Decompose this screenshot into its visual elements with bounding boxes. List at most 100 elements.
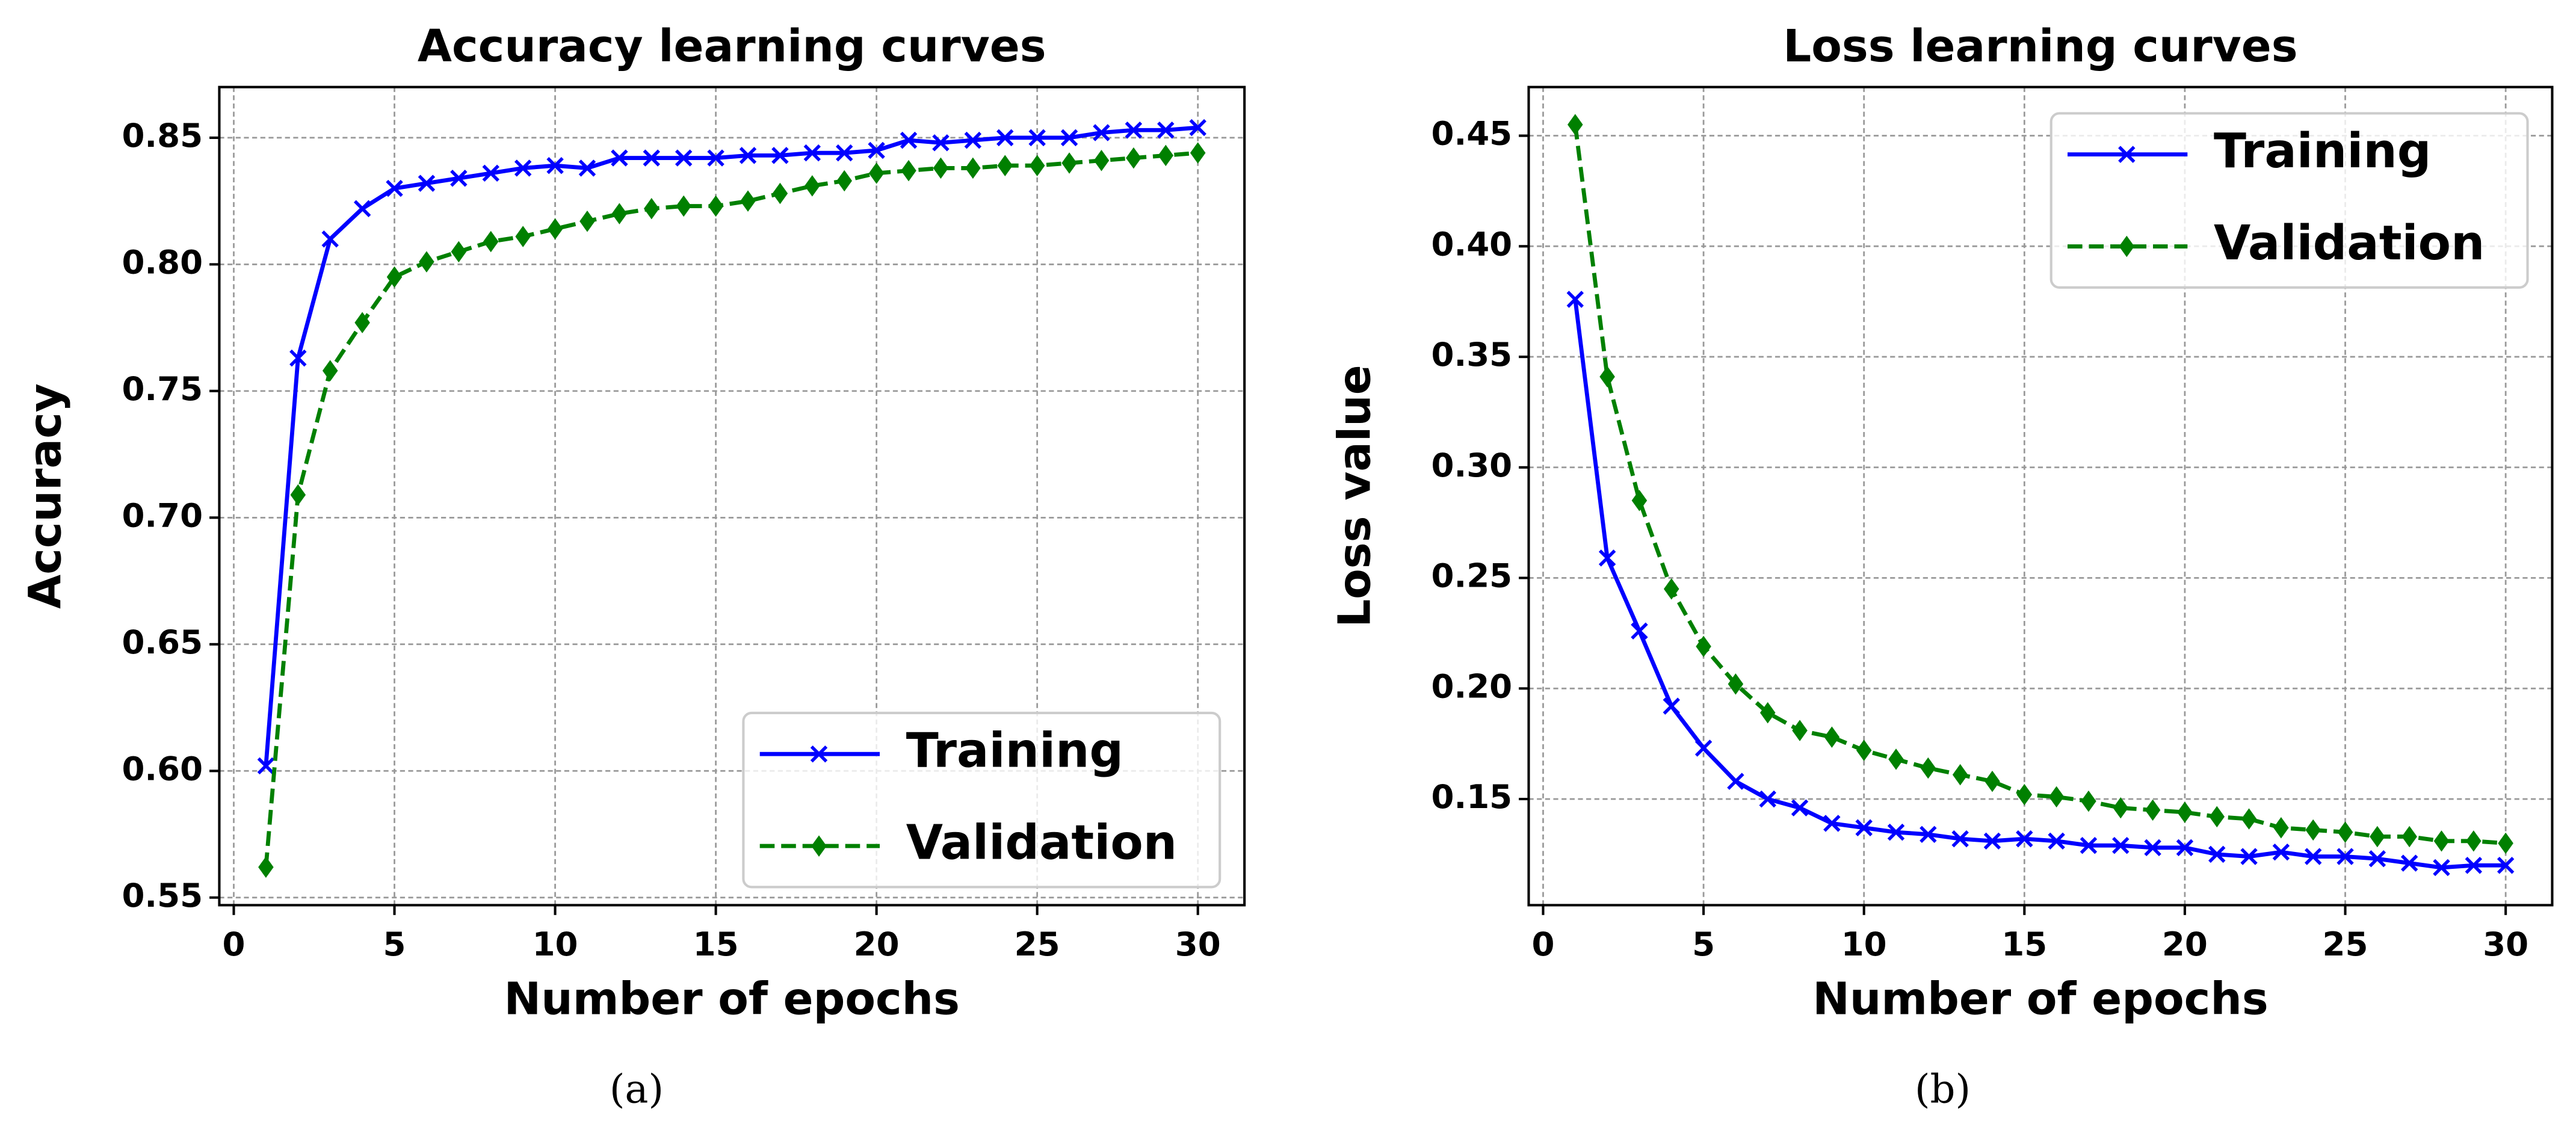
- marker: [258, 856, 274, 878]
- marker: [771, 147, 789, 164]
- y-tick-label: 0.55: [122, 876, 203, 915]
- x-tick-label: 30: [1175, 925, 1221, 963]
- marker: [1598, 549, 1616, 567]
- x-tick-label: 20: [854, 925, 900, 963]
- marker: [676, 195, 691, 217]
- marker-stroke: [2337, 848, 2354, 865]
- marker-stroke: [482, 164, 499, 182]
- marker: [2466, 830, 2482, 852]
- marker-stroke: [771, 147, 789, 164]
- marker-stroke: [2465, 857, 2483, 874]
- marker: [803, 144, 821, 162]
- marker: [2273, 817, 2289, 839]
- marker-stroke: [803, 144, 821, 162]
- marker: [997, 155, 1013, 176]
- marker-stroke: [1663, 697, 1680, 715]
- marker: [515, 226, 531, 247]
- marker-stroke: [1093, 124, 1110, 141]
- x-axis-label: Number of epochs: [1812, 974, 2268, 1025]
- marker-stroke: [2118, 146, 2136, 163]
- marker: [386, 179, 403, 197]
- x-tick-label: 10: [533, 925, 578, 963]
- legend-label: Training: [906, 723, 1123, 779]
- marker: [2241, 808, 2257, 830]
- marker-stroke: [578, 159, 596, 177]
- marker-stroke: [1759, 790, 1776, 808]
- marker: [2240, 848, 2258, 865]
- legend-label: Validation: [906, 815, 1177, 871]
- marker: [2119, 235, 2135, 258]
- marker-stroke: [257, 757, 275, 775]
- marker: [1728, 673, 1744, 695]
- marker: [1696, 635, 1711, 658]
- marker-stroke: [2400, 854, 2418, 872]
- marker-stroke: [2497, 857, 2515, 874]
- marker-stroke: [514, 159, 532, 177]
- y-tick-label: 0.25: [1431, 557, 1512, 595]
- marker-stroke: [932, 134, 950, 152]
- x-tick-label: 20: [2162, 925, 2208, 963]
- y-axis-label: Loss value: [1330, 365, 1381, 628]
- plot-frame: [1527, 85, 2554, 907]
- y-tick-label: 0.35: [1431, 335, 1512, 374]
- marker: [1759, 790, 1776, 808]
- marker: [353, 200, 371, 217]
- marker: [1952, 764, 1968, 786]
- marker-stroke: [739, 147, 757, 164]
- marker: [483, 230, 499, 253]
- marker: [1855, 819, 1873, 836]
- y-tick-label: 0.20: [1431, 667, 1512, 705]
- marker: [1983, 832, 2001, 850]
- marker: [868, 162, 885, 184]
- marker: [418, 174, 436, 192]
- marker: [2016, 783, 2033, 806]
- marker: [2145, 799, 2161, 821]
- marker: [1824, 726, 1840, 748]
- marker: [2208, 845, 2226, 863]
- y-tick-label: 0.30: [1431, 446, 1512, 484]
- marker-stroke: [1125, 122, 1143, 139]
- marker-stroke: [2176, 839, 2194, 857]
- marker: [2368, 850, 2386, 868]
- marker: [900, 131, 918, 149]
- marker: [1759, 702, 1776, 724]
- series-line: [1573, 124, 2506, 845]
- marker: [289, 349, 307, 367]
- marker: [740, 190, 756, 212]
- marker-stroke: [611, 149, 628, 167]
- marker: [996, 129, 1014, 147]
- marker: [290, 484, 306, 506]
- marker-stroke: [1694, 739, 1713, 757]
- marker: [2048, 832, 2065, 850]
- marker: [2337, 848, 2354, 865]
- marker: [644, 198, 659, 220]
- marker-stroke: [1631, 622, 1648, 640]
- y-tick-label: 0.45: [1431, 114, 1512, 153]
- chart-title: Accuracy learning curves: [418, 21, 1046, 72]
- marker-stroke: [353, 200, 371, 217]
- marker-stroke: [2240, 848, 2258, 865]
- marker: [1792, 720, 1808, 741]
- marker: [1663, 578, 1679, 600]
- x-tick-label: 0: [222, 925, 245, 963]
- marker-stroke: [2016, 830, 2033, 848]
- marker: [2177, 801, 2193, 823]
- marker: [675, 149, 693, 167]
- marker-stroke: [2304, 848, 2322, 865]
- marker-stroke: [1598, 549, 1616, 567]
- marker: [1125, 122, 1143, 139]
- marker: [2272, 843, 2290, 861]
- marker: [1791, 799, 1809, 816]
- marker-stroke: [2112, 836, 2130, 854]
- marker: [1126, 147, 1141, 169]
- marker: [643, 149, 661, 167]
- marker-stroke: [996, 129, 1014, 147]
- marker: [965, 157, 981, 179]
- marker: [805, 175, 820, 197]
- marker: [836, 170, 853, 192]
- marker: [1158, 144, 1174, 167]
- marker: [1029, 155, 1045, 176]
- marker: [1631, 622, 1648, 640]
- marker: [1157, 122, 1175, 139]
